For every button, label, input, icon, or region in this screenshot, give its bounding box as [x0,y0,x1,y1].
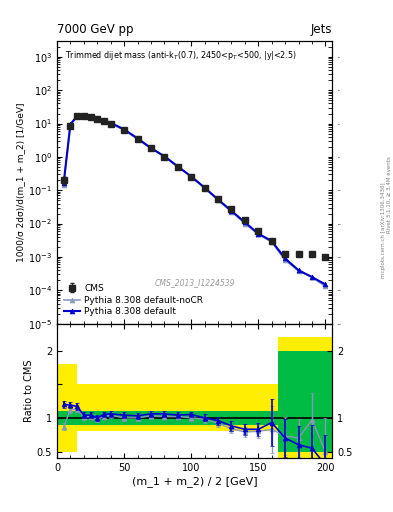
Pythia 8.308 default-noCR [283,257,287,263]
Pythia 8.308 default [310,274,314,280]
Pythia 8.308 default [229,208,234,214]
Y-axis label: 1000/σ 2dσ)/d(m_1 + m_2) [1/GeV]: 1000/σ 2dσ)/d(m_1 + m_2) [1/GeV] [16,102,25,262]
Pythia 8.308 default [296,267,301,273]
Text: mcplots.cern.ch [arXiv:1306.3436]: mcplots.cern.ch [arXiv:1306.3436] [381,183,386,278]
Pythia 8.308 default [256,230,261,237]
Pythia 8.308 default [323,282,328,288]
Pythia 8.308 default [61,180,66,186]
Pythia 8.308 default [95,115,99,121]
Pythia 8.308 default [122,126,127,133]
Pythia 8.308 default-noCR [102,118,107,124]
Pythia 8.308 default-noCR [296,268,301,274]
Pythia 8.308 default-noCR [149,145,153,152]
Pythia 8.308 default [162,153,167,159]
Pythia 8.308 default-noCR [189,174,193,180]
Pythia 8.308 default [242,219,247,225]
Text: Trimmed dijet mass (anti-k$_T$(0.7), 2450<p$_T$<500, |y|<2.5): Trimmed dijet mass (anti-k$_T$(0.7), 245… [65,50,297,62]
Text: Jets: Jets [310,23,332,36]
Legend: CMS, Pythia 8.308 default-noCR, Pythia 8.308 default: CMS, Pythia 8.308 default-noCR, Pythia 8… [61,281,206,319]
Pythia 8.308 default [75,113,79,119]
Pythia 8.308 default [135,135,140,141]
Pythia 8.308 default-noCR [81,113,86,119]
Pythia 8.308 default [102,117,107,123]
Pythia 8.308 default-noCR [75,113,79,119]
Pythia 8.308 default-noCR [310,274,314,280]
Line: Pythia 8.308 default-noCR: Pythia 8.308 default-noCR [61,114,328,289]
Pythia 8.308 default-noCR [68,122,73,128]
Pythia 8.308 default [216,197,220,203]
Pythia 8.308 default-noCR [61,182,66,188]
Text: 7000 GeV pp: 7000 GeV pp [57,23,134,36]
Y-axis label: Ratio to CMS: Ratio to CMS [24,360,34,422]
Pythia 8.308 default-noCR [175,164,180,170]
Pythia 8.308 default-noCR [323,284,328,290]
Pythia 8.308 default-noCR [229,208,234,215]
X-axis label: (m_1 + m_2) / 2 [GeV]: (m_1 + m_2) / 2 [GeV] [132,476,257,487]
Text: CMS_2013_I1224539: CMS_2013_I1224539 [154,278,235,287]
Pythia 8.308 default [269,238,274,244]
Pythia 8.308 default [283,255,287,262]
Pythia 8.308 default-noCR [162,154,167,160]
Text: Rivet 3.1.10, ≥ 3.4M events: Rivet 3.1.10, ≥ 3.4M events [387,156,391,233]
Pythia 8.308 default-noCR [135,136,140,142]
Pythia 8.308 default [149,145,153,151]
Pythia 8.308 default-noCR [88,114,93,120]
Pythia 8.308 default-noCR [269,239,274,245]
Pythia 8.308 default [81,113,86,119]
Pythia 8.308 default [68,121,73,127]
Pythia 8.308 default [189,174,193,180]
Pythia 8.308 default-noCR [216,197,220,203]
Pythia 8.308 default-noCR [122,127,127,133]
Line: Pythia 8.308 default: Pythia 8.308 default [61,114,328,287]
Pythia 8.308 default-noCR [202,185,207,191]
Pythia 8.308 default [202,184,207,190]
Pythia 8.308 default-noCR [242,221,247,227]
Pythia 8.308 default-noCR [95,116,99,122]
Pythia 8.308 default-noCR [108,120,113,126]
Pythia 8.308 default [88,113,93,119]
Pythia 8.308 default [108,120,113,126]
Pythia 8.308 default [175,163,180,169]
Pythia 8.308 default-noCR [256,231,261,237]
